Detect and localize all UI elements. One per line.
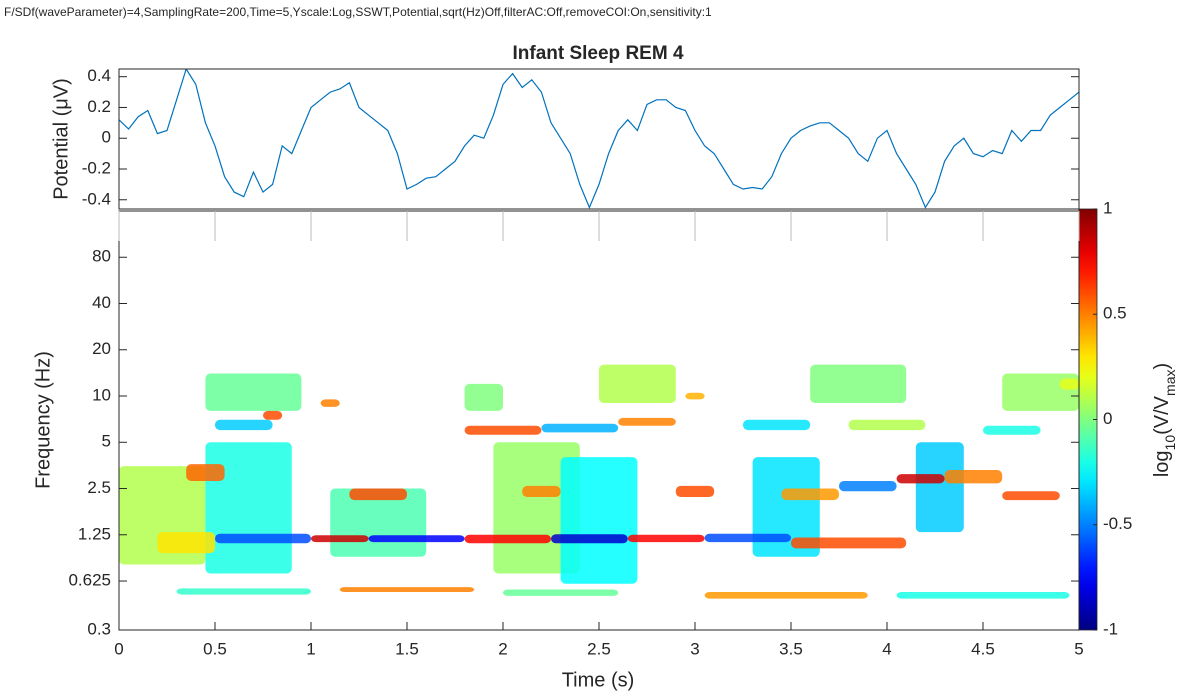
ridge (848, 419, 926, 431)
ridge (704, 592, 868, 599)
ridge (311, 535, 369, 543)
ridge (560, 457, 638, 584)
label-part: max (1162, 370, 1178, 396)
x-tick-label: 4 (882, 639, 891, 658)
ridge (215, 419, 273, 431)
ridge (205, 373, 302, 411)
label-part: ) (1151, 363, 1173, 370)
ridge (896, 474, 945, 484)
y-tick-label: 0.3 (87, 619, 111, 638)
y-tick-label: 5 (102, 432, 111, 451)
ridge (752, 457, 820, 557)
y-tick-label: 0.2 (87, 97, 111, 116)
x-tick-label: 0.5 (203, 639, 227, 658)
x-tick-label: 1 (306, 639, 315, 658)
ridge (675, 485, 715, 498)
ridge (810, 364, 907, 404)
x-tick-label: 5 (1074, 639, 1083, 658)
x-tick-label: 3 (690, 639, 699, 658)
ridge (522, 485, 561, 498)
ridge (464, 383, 503, 411)
y-tick-label: 1.25 (78, 524, 111, 543)
label-part: 10 (1162, 435, 1178, 451)
y-tick-label: -0.4 (82, 189, 111, 208)
ridge (915, 442, 964, 533)
ridge (685, 392, 705, 400)
y-tick-label: 10 (92, 385, 111, 404)
ridge (704, 533, 791, 543)
line-series (119, 69, 1079, 209)
x-tick-label: 4.5 (971, 639, 995, 658)
y-tick-label: 0.4 (87, 66, 111, 85)
ridge (186, 464, 225, 481)
ridge (781, 488, 839, 501)
colorbar-tick-label: 0 (1103, 409, 1112, 428)
ridge (339, 587, 475, 593)
x-tick-label: 3.5 (779, 639, 803, 658)
ridge (1002, 491, 1060, 501)
chart-title: Infant Sleep REM 4 (512, 43, 683, 64)
ridge (1002, 373, 1079, 411)
plot-area (119, 69, 1079, 209)
ridge (464, 425, 542, 435)
label-part: log (1151, 450, 1173, 477)
y-axis-label: Frequency (Hz) (32, 351, 54, 489)
ridge (599, 364, 676, 404)
label-part: (V/V (1151, 395, 1173, 435)
y-tick-label: 0.625 (68, 571, 111, 590)
ridge (618, 417, 676, 426)
colorbar-tick-label: 0.5 (1103, 304, 1127, 323)
x-tick-label: 2 (498, 639, 507, 658)
ridge (503, 589, 619, 596)
y-tick-label: 80 (92, 247, 111, 266)
colorbar-tick-label: -0.5 (1103, 514, 1132, 533)
ridge (944, 469, 1003, 484)
ridge (368, 535, 465, 543)
x-axis-label: Time (s) (562, 669, 635, 691)
ridge (215, 533, 311, 544)
ridge (320, 399, 340, 407)
y-tick-label: 20 (92, 339, 111, 358)
colorbar-tick-label: 1 (1103, 198, 1112, 217)
ridge (1059, 378, 1079, 390)
ridge (627, 534, 705, 543)
colorbar-tick-label: -1 (1103, 619, 1118, 638)
ridge (896, 592, 1070, 599)
ridge (349, 488, 407, 501)
x-tick-label: 2.5 (587, 639, 611, 658)
ridge (263, 410, 283, 420)
y-tick-label: 0 (102, 128, 111, 147)
ridge (176, 588, 311, 595)
ridge (839, 480, 897, 492)
y-tick-label: 40 (92, 293, 111, 312)
ridge (551, 534, 628, 544)
ridge (157, 532, 215, 554)
y-tick-label: -0.2 (82, 158, 111, 177)
header-text: F/SDf(waveParameter)=4,SamplingRate=200,… (4, 5, 712, 19)
ridge (983, 425, 1041, 435)
x-tick-label: 1.5 (395, 639, 419, 658)
ridge (464, 534, 551, 544)
y-axis-label: Potential (μV) (50, 78, 72, 200)
ridge (743, 419, 811, 431)
ridge (205, 442, 292, 574)
colorbar-label: log10(V/Vmax) (1151, 363, 1177, 477)
ridge (541, 423, 619, 433)
y-tick-label: 2.5 (87, 478, 111, 497)
axes-box (118, 68, 1080, 210)
ridge (791, 537, 907, 549)
x-tick-label: 0 (114, 639, 123, 658)
